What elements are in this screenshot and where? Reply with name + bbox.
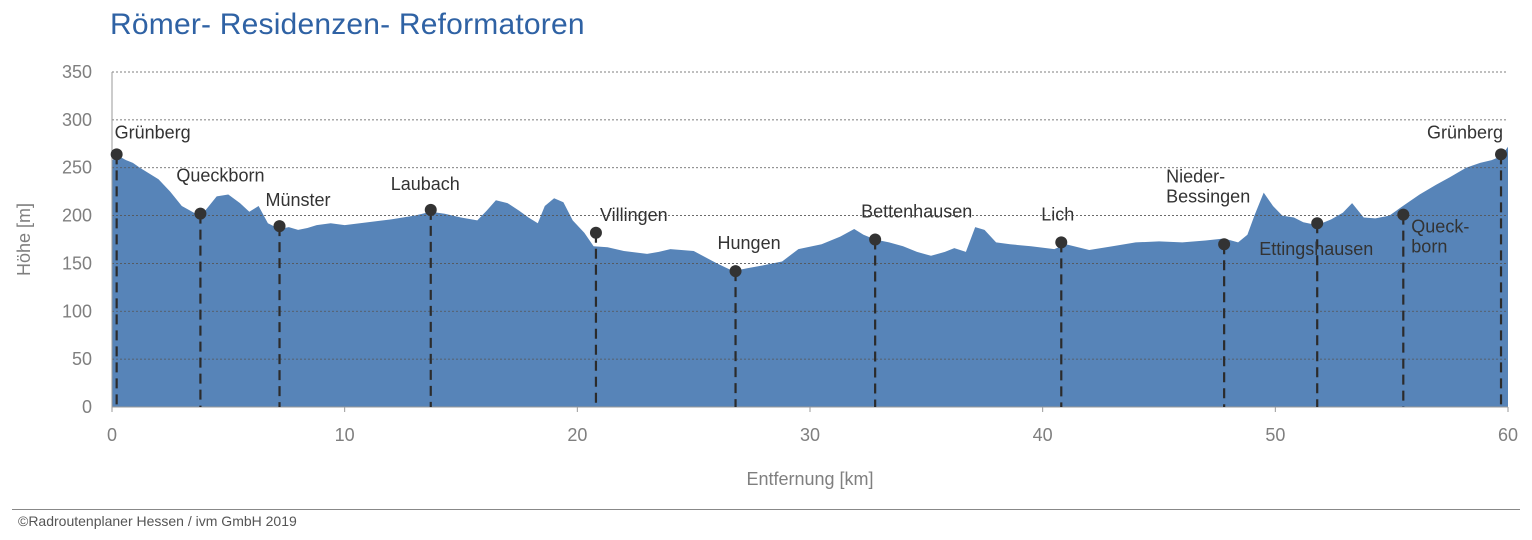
place-marker-dot bbox=[194, 207, 207, 220]
elevation-area bbox=[112, 146, 1508, 407]
x-tick-label: 40 bbox=[1033, 425, 1053, 445]
y-axis-title: Höhe [m] bbox=[14, 203, 34, 276]
place-label: Bettenhausen bbox=[861, 202, 972, 222]
place-label: Münster bbox=[266, 190, 331, 210]
place-marker-dot bbox=[589, 226, 602, 239]
place-label: Queckborn bbox=[176, 166, 264, 186]
x-tick-label: 30 bbox=[800, 425, 820, 445]
place-label: Ettingshausen bbox=[1259, 239, 1373, 259]
y-tick-label: 0 bbox=[82, 397, 92, 417]
footer-divider bbox=[12, 509, 1520, 510]
place-marker-dot bbox=[1311, 217, 1324, 230]
place-label: Grünberg bbox=[115, 122, 191, 142]
place-marker-dot bbox=[424, 203, 437, 216]
x-tick-label: 10 bbox=[335, 425, 355, 445]
y-tick-label: 250 bbox=[62, 158, 92, 178]
y-tick-label: 350 bbox=[62, 62, 92, 82]
x-axis-title: Entfernung [km] bbox=[746, 469, 873, 489]
y-tick-label: 50 bbox=[72, 349, 92, 369]
place-marker-dot bbox=[1397, 208, 1410, 221]
x-tick-label: 20 bbox=[567, 425, 587, 445]
y-tick-label: 150 bbox=[62, 253, 92, 273]
place-marker-dot bbox=[110, 148, 123, 161]
copyright-footer: ©Radroutenplaner Hessen / ivm GmbH 2019 bbox=[18, 513, 297, 529]
place-label: Lich bbox=[1041, 204, 1074, 224]
y-tick-label: 300 bbox=[62, 110, 92, 130]
place-marker-dot bbox=[273, 220, 286, 233]
y-tick-label: 200 bbox=[62, 206, 92, 226]
place-label: Nieder-Bessingen bbox=[1166, 166, 1250, 206]
chart-title: Römer- Residenzen- Reformatoren bbox=[110, 8, 585, 41]
x-tick-label: 50 bbox=[1265, 425, 1285, 445]
place-label: Hungen bbox=[718, 233, 781, 253]
place-label: Laubach bbox=[391, 174, 460, 194]
place-label: Queck-born bbox=[1411, 217, 1469, 257]
y-tick-label: 100 bbox=[62, 301, 92, 321]
place-label: Villingen bbox=[600, 205, 668, 225]
place-marker-dot bbox=[1218, 238, 1231, 251]
place-marker-dot bbox=[729, 265, 742, 278]
x-tick-label: 0 bbox=[107, 425, 117, 445]
place-marker-dot bbox=[1495, 148, 1508, 161]
place-label: Grünberg bbox=[1427, 122, 1503, 142]
place-marker-dot bbox=[1055, 236, 1068, 249]
place-marker-dot bbox=[869, 233, 882, 246]
x-tick-label: 60 bbox=[1498, 425, 1518, 445]
